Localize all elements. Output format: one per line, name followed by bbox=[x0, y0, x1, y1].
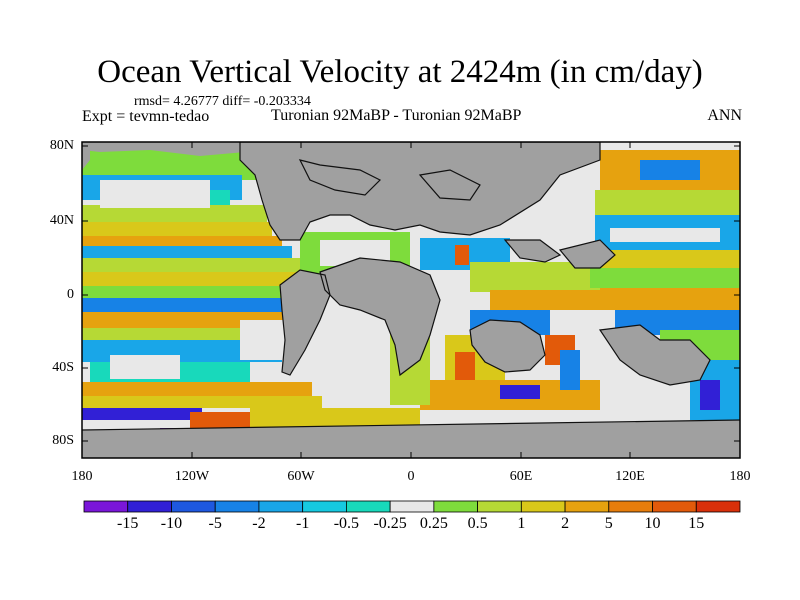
velocity-field bbox=[82, 142, 740, 436]
colorbar-swatch bbox=[127, 500, 172, 513]
colorbar-label: 10 bbox=[644, 515, 661, 532]
map-title: Ocean Vertical Velocity at 2424m (in cm/… bbox=[97, 54, 703, 90]
lon-label-180w: 180 bbox=[71, 469, 93, 484]
lat-label-80n: 80N bbox=[49, 138, 74, 153]
colorbar-swatch bbox=[258, 500, 304, 513]
lon-label-60e: 60E bbox=[509, 469, 533, 484]
colorbar-swatch bbox=[477, 500, 522, 513]
colorbar-label: -5 bbox=[208, 515, 222, 532]
colorbar-label: -1 bbox=[295, 515, 310, 532]
lat-label-0: 0 bbox=[67, 287, 74, 302]
lon-label-0: 0 bbox=[407, 469, 415, 484]
coastlines bbox=[82, 142, 740, 431]
season-label: ANN bbox=[707, 107, 742, 124]
colorbar-label: 0.5 bbox=[467, 515, 488, 532]
colorbar-swatch bbox=[345, 500, 391, 513]
colorbar-swatch bbox=[564, 500, 610, 513]
colorbar-label: -15 bbox=[117, 515, 139, 532]
comparison-label: Turonian 92MaBP - Turonian 92MaBP bbox=[271, 107, 522, 124]
colorbar-swatch bbox=[83, 500, 129, 513]
colorbar bbox=[83, 500, 741, 513]
colorbar-swatch bbox=[302, 500, 347, 513]
lon-label-60w: 60W bbox=[287, 469, 315, 484]
rmsd-diff-stats: rmsd= 4.26777 diff= -0.203334 bbox=[134, 94, 311, 109]
lon-label-120w: 120W bbox=[174, 469, 210, 484]
lon-label-120e: 120E bbox=[615, 469, 645, 484]
colorbar-label: 0.25 bbox=[419, 515, 448, 532]
colorbar-label: 5 bbox=[604, 515, 613, 532]
colorbar-label: -0.5 bbox=[333, 515, 360, 532]
colorbar-swatch bbox=[433, 500, 479, 513]
lat-label-40s: 40S bbox=[52, 360, 74, 375]
lat-tick-marks bbox=[82, 145, 740, 442]
colorbar-label: 1 bbox=[517, 515, 526, 532]
experiment-label: Expt = tevmn-tedao bbox=[82, 108, 210, 125]
colorbar-swatch bbox=[214, 500, 260, 513]
colorbar-label: -0.25 bbox=[373, 515, 407, 532]
lon-label-180e: 180 bbox=[729, 469, 751, 484]
colorbar-swatch bbox=[695, 500, 741, 513]
lat-label-40n: 40N bbox=[49, 213, 74, 228]
colorbar-label: 15 bbox=[688, 515, 705, 532]
colorbar-swatch bbox=[520, 500, 566, 513]
lat-label-80s: 80S bbox=[52, 433, 74, 448]
colorbar-label: 2 bbox=[561, 515, 570, 532]
colorbar-swatch bbox=[389, 500, 435, 513]
colorbar-swatch bbox=[608, 500, 653, 513]
colorbar-label: -2 bbox=[252, 515, 266, 532]
colorbar-swatch bbox=[171, 500, 216, 513]
lon-tick-marks bbox=[81, 142, 741, 458]
colorbar-swatch bbox=[652, 500, 697, 513]
colorbar-label: -10 bbox=[160, 515, 183, 532]
